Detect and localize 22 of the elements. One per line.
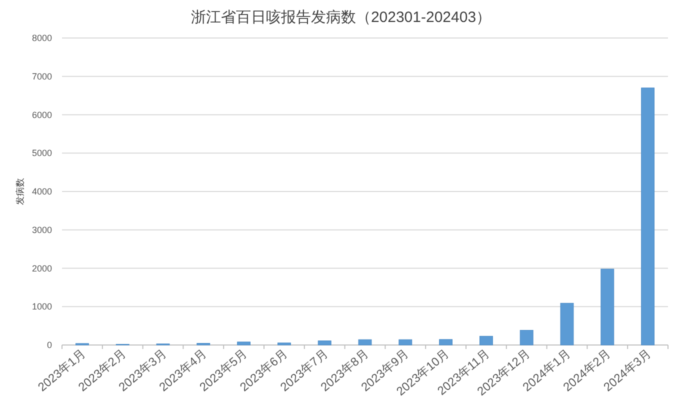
bar — [520, 330, 534, 346]
y-tick-label: 3000 — [32, 224, 52, 235]
bar — [641, 88, 655, 346]
y-tick-label: 2000 — [32, 263, 52, 274]
bar — [237, 342, 251, 346]
y-tick-label: 1000 — [32, 302, 52, 312]
y-tick-label: 6000 — [32, 110, 52, 120]
y-tick-label: 8000 — [32, 33, 52, 43]
bar — [439, 339, 453, 346]
y-tick-label: 4000 — [32, 186, 52, 196]
bar — [398, 339, 412, 346]
bar — [358, 339, 372, 346]
bar — [479, 336, 493, 346]
y-tick-label: 0 — [46, 340, 52, 350]
bar — [318, 340, 332, 346]
bar — [560, 302, 574, 346]
y-tick-label: 7000 — [32, 71, 52, 82]
bar — [277, 342, 291, 346]
chart-title: 浙江省百日咳报告发病数（202301-202403） — [190, 9, 492, 26]
bar — [600, 268, 614, 346]
y-tick-label: 5000 — [32, 148, 52, 158]
y-axis-title: 发病数 — [15, 178, 25, 205]
